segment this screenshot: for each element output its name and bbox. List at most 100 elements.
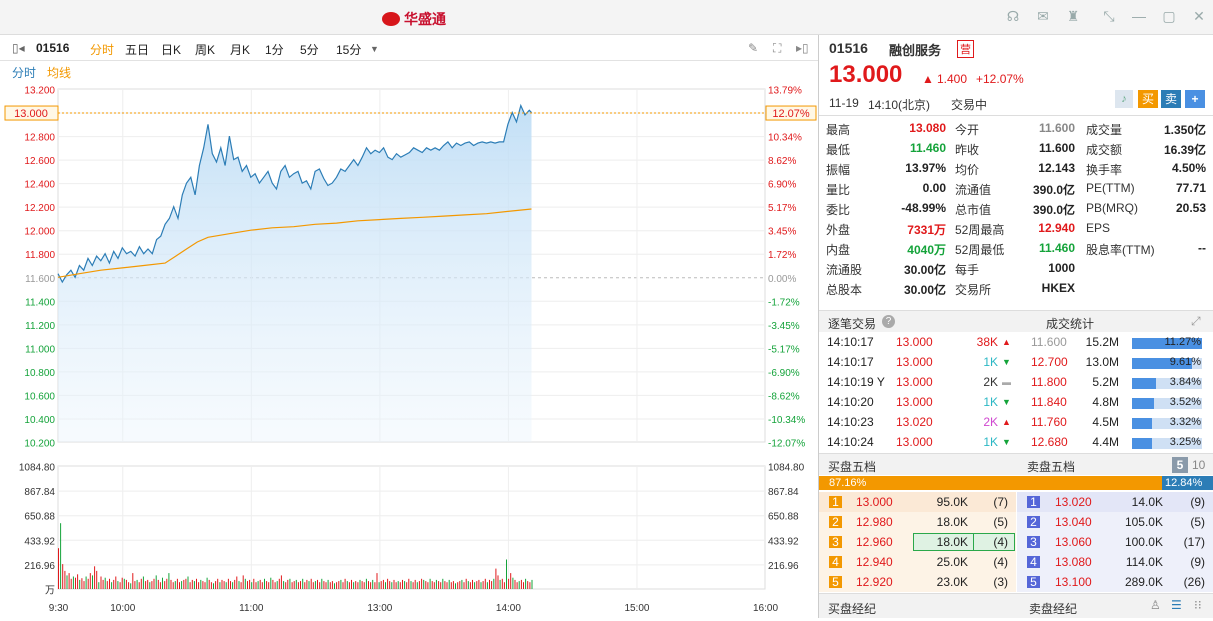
tab-five-day[interactable]: 五日: [125, 43, 150, 57]
tab-5min[interactable]: 5分: [300, 43, 319, 57]
stat-price: 12.700: [1031, 355, 1068, 369]
volume-bar: [368, 581, 369, 589]
volume-tick-label: 万: [45, 586, 55, 597]
volume-bar: [482, 581, 484, 589]
volume-bar: [321, 578, 323, 589]
bell-icon[interactable]: ♪: [1115, 90, 1133, 108]
ask-row[interactable]: 5 13.100 289.0K (26): [1017, 572, 1213, 592]
stat-volume: 13.0M: [1085, 355, 1119, 369]
stat-value: 1.350亿: [1163, 123, 1206, 137]
volume-bar: [115, 576, 117, 589]
volume-bar: [435, 579, 437, 589]
bid-row[interactable]: 4 12.940 25.0K (4): [819, 552, 1016, 572]
ask-price: 13.100: [1055, 575, 1092, 589]
price-tick-label: 10.600: [24, 391, 55, 402]
bid-price: 13.000: [856, 495, 893, 509]
intraday-chart[interactable]: 13.200 13.79% 13.000 12.07% 12.800 10.34% 12.6…: [0, 81, 818, 618]
volume-bar: [176, 578, 178, 589]
stat-value: 13.080: [909, 121, 946, 135]
pen-icon[interactable]: ✎: [748, 41, 759, 55]
sell-button[interactable]: 卖: [1161, 90, 1181, 108]
price-tick-label: 12.400: [24, 180, 55, 191]
user-icon[interactable]: ♙: [1150, 598, 1161, 612]
add-watchlist-button[interactable]: +: [1185, 90, 1205, 108]
price-tick-label: 13.200: [24, 86, 55, 97]
volume-bar: [508, 578, 510, 589]
arrow-up-icon: ▲: [922, 72, 934, 86]
price-line: [57, 103, 532, 284]
tab-1min[interactable]: 1分: [265, 43, 284, 57]
tab-week-k[interactable]: 周K: [195, 43, 216, 57]
price-tick-label: 11.200: [25, 321, 55, 332]
ask-row[interactable]: 1 13.020 14.0K (9): [1017, 492, 1213, 512]
stat-value: 11.600: [1038, 141, 1075, 155]
help-icon[interactable]: ?: [882, 315, 895, 328]
volume-bar: [109, 578, 110, 589]
volume-pane-border: [57, 465, 766, 590]
ask-row[interactable]: 2 13.040 105.0K (5): [1017, 512, 1213, 532]
minimize-button[interactable]: —: [1132, 8, 1146, 24]
volume-bar: [440, 582, 442, 589]
volume-bar: [62, 564, 64, 589]
tab-day-k[interactable]: 日K: [161, 43, 182, 57]
volume-bar: [75, 577, 76, 589]
stat-label: 股息率(TTM): [1086, 243, 1155, 257]
volume-bar: [527, 581, 529, 589]
ask-level-badge: 1: [1027, 496, 1040, 508]
arrow-down-icon: ▼: [1002, 437, 1011, 447]
ten-levels-toggle[interactable]: 10: [1192, 458, 1206, 472]
bid-price: 12.920: [856, 575, 893, 589]
volume-bar: [130, 583, 132, 589]
volume-bar: [319, 582, 321, 589]
headset-icon[interactable]: ☊: [1006, 8, 1020, 24]
close-button[interactable]: ✕: [1193, 8, 1205, 24]
indicator-timeshare[interactable]: 分时: [12, 66, 37, 80]
volume-bar: [83, 581, 85, 589]
buy-button[interactable]: 买: [1138, 90, 1158, 108]
ask-row[interactable]: 3 13.060 100.0K (17): [1017, 532, 1213, 552]
pct-tick-label: -8.62%: [768, 391, 800, 402]
quote-time: 14:10(北京): [868, 98, 931, 112]
bid-row[interactable]: 2 12.980 18.0K (5): [819, 512, 1016, 532]
bid-row[interactable]: 3 12.960 18.0K (4): [819, 532, 1016, 552]
trade-volume: 1K: [983, 395, 998, 409]
tab-timeshare[interactable]: 分时: [90, 43, 115, 57]
stat-pct: 3.52%: [1169, 396, 1201, 408]
expand-icon[interactable]: ⤢: [1191, 314, 1201, 328]
shirt-icon[interactable]: ♜: [1066, 8, 1080, 24]
price-tick-label: 12.200: [24, 203, 55, 214]
five-levels-toggle[interactable]: 5: [1172, 457, 1188, 473]
chevron-down-icon[interactable]: ▼: [370, 44, 379, 54]
indicator-avg-line[interactable]: 均线: [47, 66, 72, 80]
trade-stats-title: 成交统计: [1046, 317, 1095, 331]
panel-toggle-icon[interactable]: ▯◂: [12, 41, 25, 55]
tab-month-k[interactable]: 月K: [230, 43, 251, 57]
volume-bar: [89, 573, 91, 589]
stat-label: 成交量: [1086, 123, 1123, 137]
time-tick-label: 11:00: [239, 603, 264, 614]
fullscreen-icon[interactable]: ⛶: [773, 41, 782, 55]
bid-level-badge: 3: [829, 536, 842, 548]
stat-label: 总市值: [955, 203, 992, 217]
trade-time: 14:10:19 Y: [827, 375, 885, 389]
volume-bar: [145, 581, 147, 589]
ask-ratio: 12.84%: [1165, 477, 1203, 489]
bid-row[interactable]: 5 12.920 23.0K (3): [819, 572, 1016, 592]
volume-tick-label-right: 650.88: [768, 512, 799, 523]
shrink-icon[interactable]: ⤡: [1103, 8, 1115, 24]
list-icon[interactable]: ☰: [1171, 598, 1182, 612]
stat-bar: [1132, 338, 1202, 349]
bid-row[interactable]: 1 13.000 95.0K (7): [819, 492, 1016, 512]
tab-15min[interactable]: 15分: [336, 43, 362, 57]
ask-row[interactable]: 4 13.080 114.0K (9): [1017, 552, 1213, 572]
maximize-button[interactable]: ▢: [1162, 8, 1176, 24]
grid-icon[interactable]: ⁝⁝: [1194, 598, 1202, 612]
volume-bar: [327, 579, 329, 589]
volume-bar: [348, 582, 350, 589]
stat-label: 振幅: [826, 163, 851, 177]
side-panel-icon[interactable]: ▸▯: [796, 41, 809, 55]
pct-tick-label: -5.17%: [768, 344, 800, 355]
bid-count: (3): [993, 575, 1008, 589]
mail-icon[interactable]: ✉: [1037, 8, 1049, 24]
volume-bar: [295, 579, 297, 589]
